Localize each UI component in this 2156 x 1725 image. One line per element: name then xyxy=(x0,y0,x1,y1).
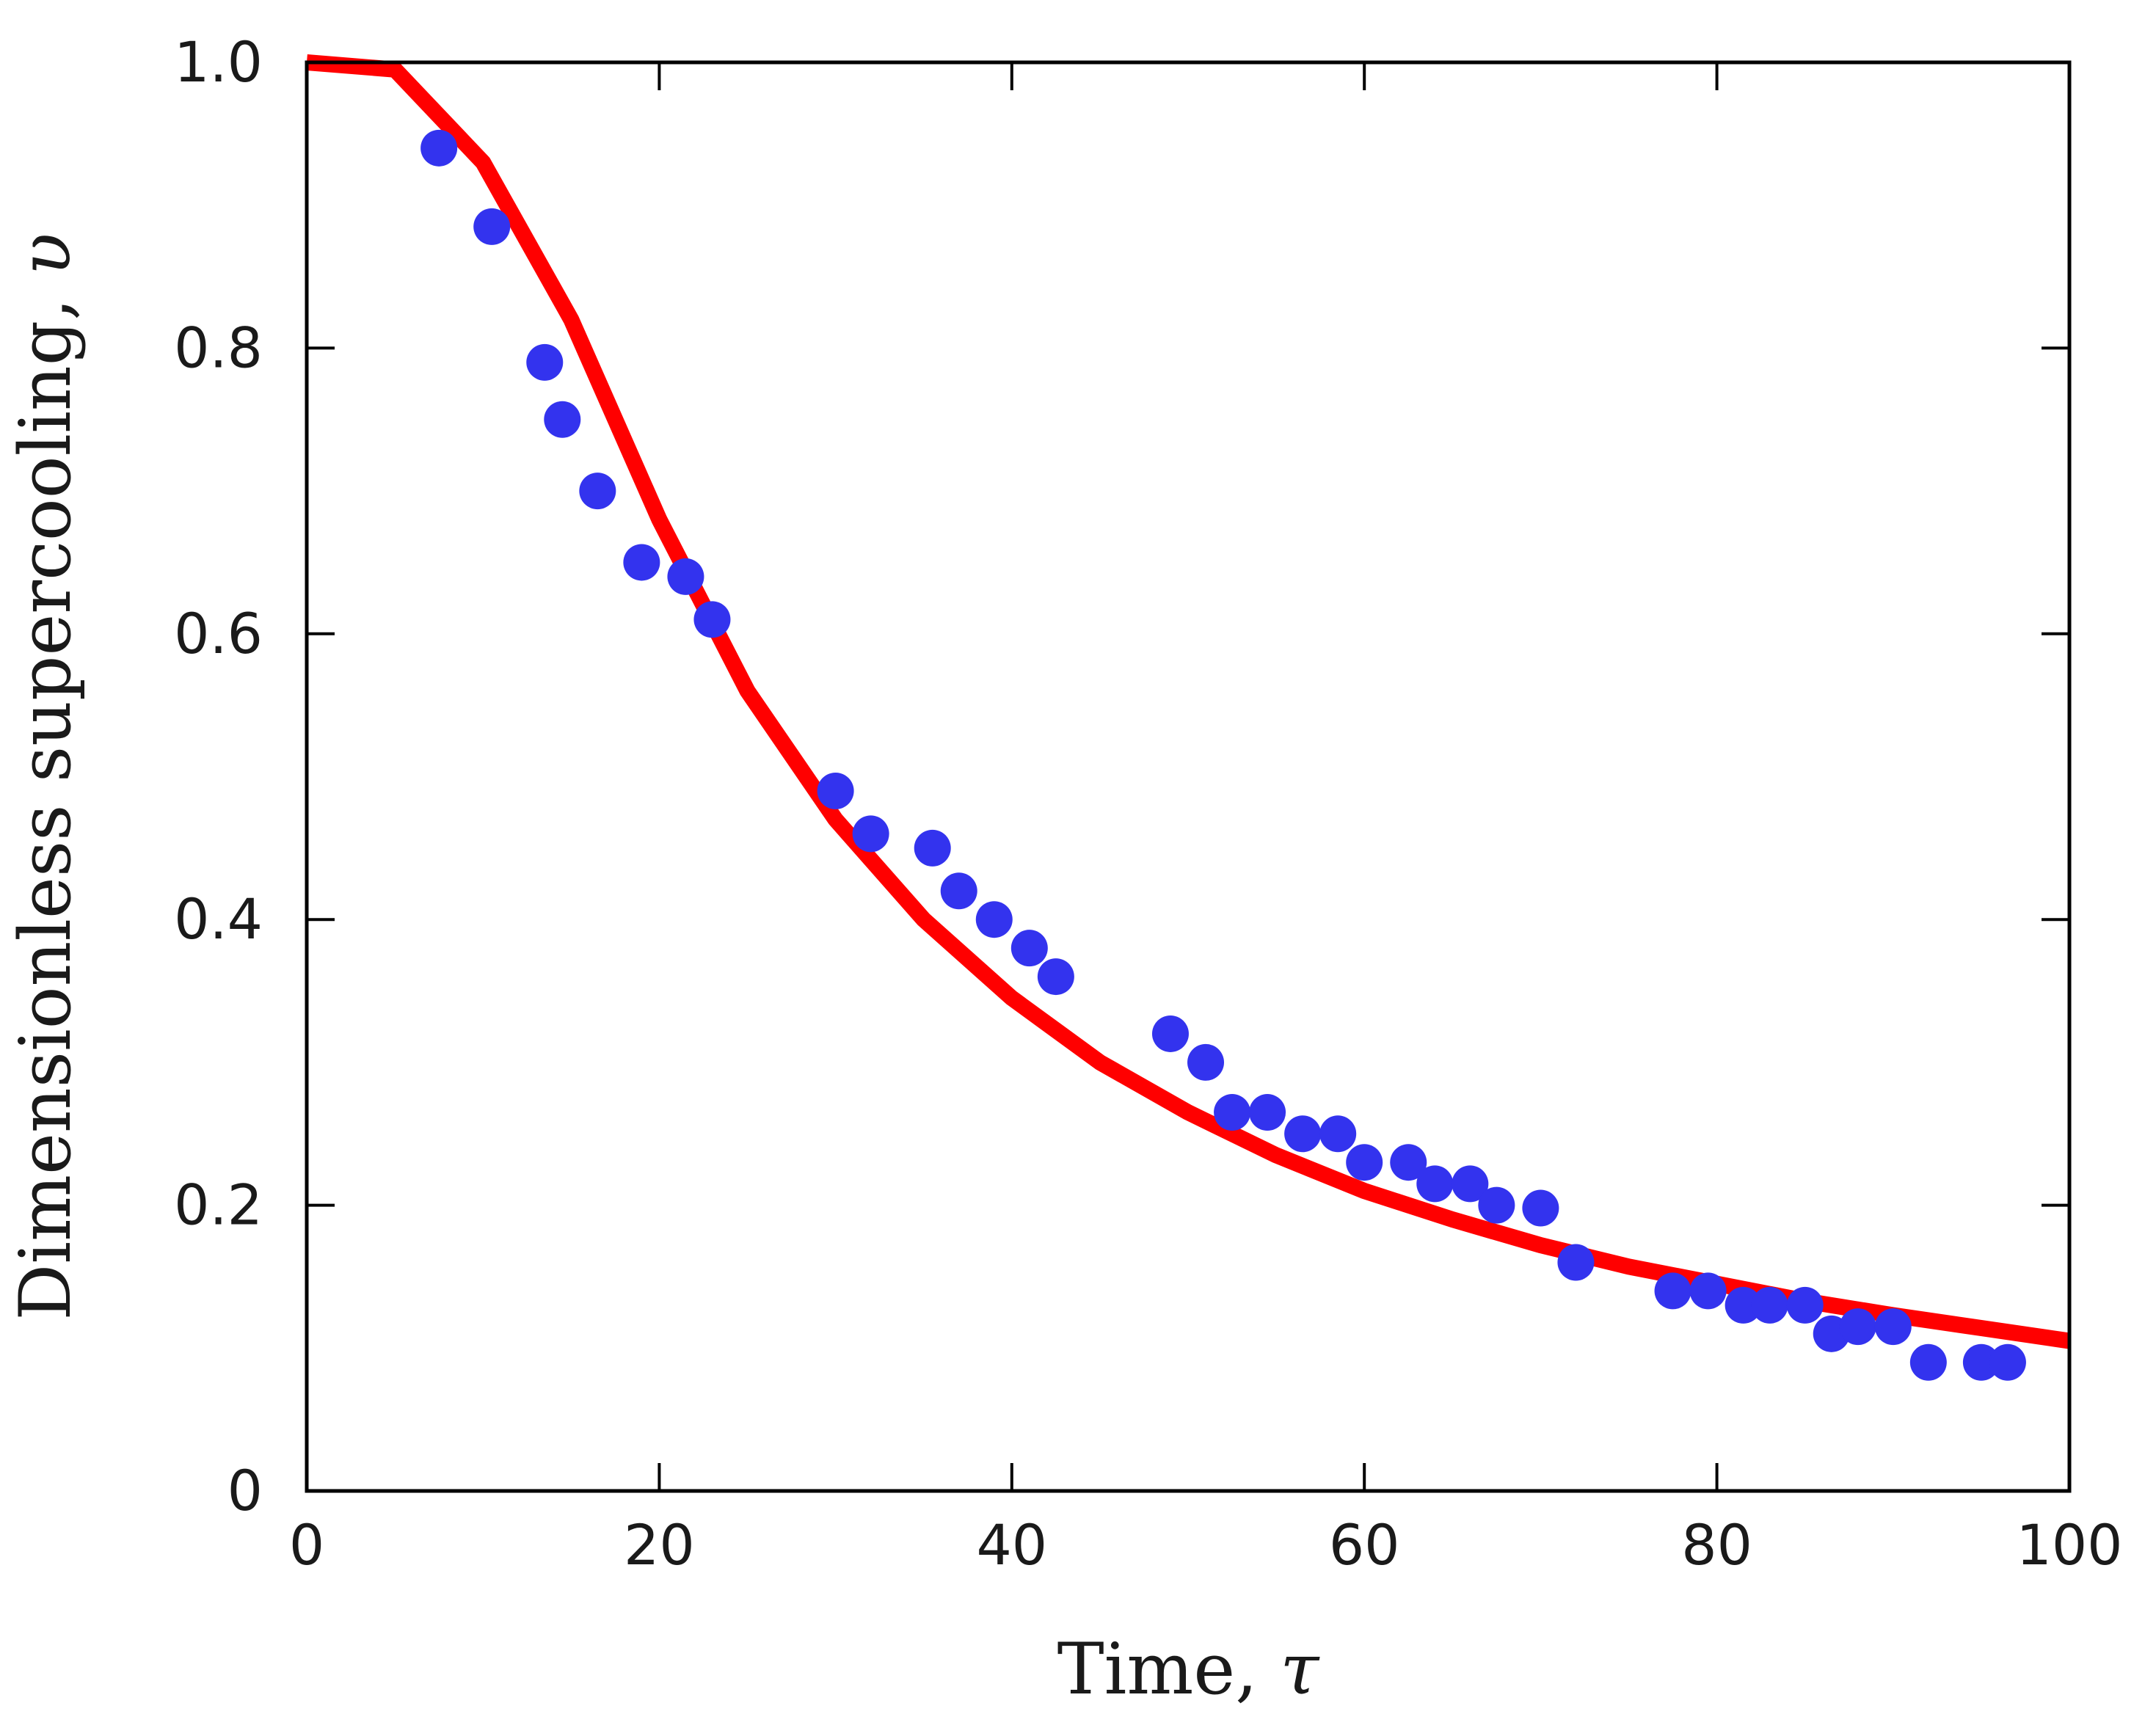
data-point xyxy=(1689,1272,1727,1310)
data-point xyxy=(667,558,704,595)
y-tick-labels: 0 0.2 0.4 0.6 0.8 1.0 xyxy=(174,29,263,1523)
series-layer xyxy=(306,54,2071,1381)
model-curve xyxy=(306,54,2071,1349)
data-point xyxy=(623,544,660,581)
y-tick-label: 0 xyxy=(227,1458,263,1523)
x-tick-labels: 0 20 40 60 80 100 xyxy=(289,1512,2123,1578)
data-point xyxy=(1284,1115,1322,1153)
data-point xyxy=(1839,1308,1876,1346)
data-point xyxy=(1909,1343,1947,1381)
data-point xyxy=(420,129,458,167)
data-point xyxy=(914,829,951,867)
plot-frame xyxy=(305,60,2072,1493)
data-point xyxy=(817,772,854,809)
y-tick-label: 0.2 xyxy=(174,1173,263,1238)
data-point xyxy=(1557,1244,1595,1281)
x-tick-label: 0 xyxy=(289,1512,324,1578)
data-point xyxy=(1037,958,1074,996)
data-point xyxy=(1962,1343,2000,1381)
y-tick-label: 0.8 xyxy=(174,315,263,380)
y-tick-label: 0.6 xyxy=(174,601,263,666)
data-point xyxy=(1751,1286,1788,1324)
x-tick-label: 100 xyxy=(2016,1512,2122,1578)
data-point xyxy=(1249,1094,1286,1131)
data-point xyxy=(1478,1186,1515,1224)
data-point xyxy=(1214,1094,1251,1131)
y-tick-label: 1.0 xyxy=(174,29,263,95)
data-point xyxy=(1654,1272,1691,1310)
data-point xyxy=(1319,1115,1357,1153)
data-point xyxy=(526,343,564,381)
axis-ticks xyxy=(305,61,2071,1492)
data-point xyxy=(1151,1015,1189,1052)
data-point xyxy=(1452,1165,1489,1203)
y-axis-label: Dimensionless supercooling, υ xyxy=(4,233,87,1320)
x-tick-label: 20 xyxy=(624,1512,695,1578)
data-point xyxy=(940,872,977,910)
x-tick-label: 40 xyxy=(976,1512,1047,1578)
x-tick-label: 80 xyxy=(1681,1512,1752,1578)
data-point xyxy=(1989,1343,2026,1381)
data-point xyxy=(975,901,1013,938)
data-point xyxy=(1725,1286,1762,1324)
x-tick-label: 60 xyxy=(1329,1512,1400,1578)
data-point xyxy=(1010,930,1048,967)
data-point xyxy=(544,401,581,438)
data-point xyxy=(1522,1189,1559,1227)
data-point xyxy=(1187,1043,1225,1081)
data-point xyxy=(1786,1286,1824,1324)
data-point xyxy=(852,815,889,853)
data-point xyxy=(1346,1144,1383,1181)
y-tick-label: 0.4 xyxy=(174,886,263,952)
data-point xyxy=(1390,1144,1427,1181)
data-point xyxy=(1416,1165,1454,1203)
x-axis-label: Time, τ xyxy=(1057,1628,1321,1710)
data-point xyxy=(1874,1308,1912,1346)
data-point xyxy=(579,473,616,510)
data-point xyxy=(473,208,511,245)
data-point xyxy=(693,601,731,638)
